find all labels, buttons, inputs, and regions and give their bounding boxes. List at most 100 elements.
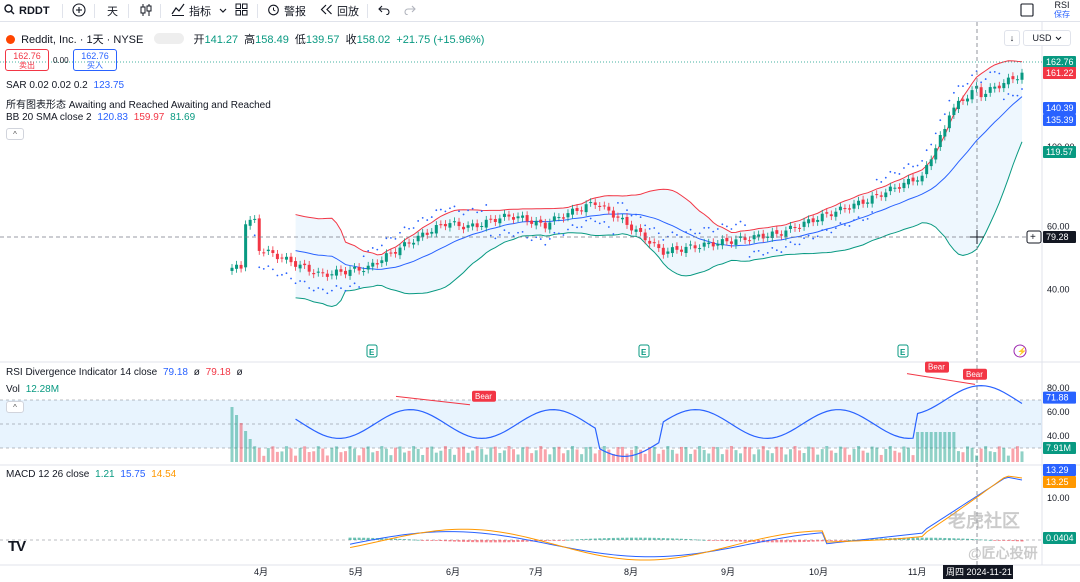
redo-button[interactable] — [404, 0, 416, 22]
candle-body — [956, 100, 960, 110]
candle-body — [580, 210, 584, 212]
eye-toggle[interactable] — [154, 33, 185, 44]
symbol-search[interactable]: RDDT — [4, 0, 50, 22]
macd-histogram-bar — [875, 538, 879, 540]
sar-dot — [467, 209, 469, 212]
candle-body — [316, 271, 320, 273]
candle-body — [761, 233, 765, 239]
macd-histogram-bar — [462, 540, 466, 542]
volume-bar — [684, 447, 688, 462]
rsi-name: RSI Divergence Indicator 14 close — [6, 367, 158, 378]
volume-bar — [466, 452, 470, 462]
price-badge — [1043, 231, 1076, 243]
sar-dot — [571, 224, 574, 226]
indicators-dropdown[interactable] — [219, 0, 227, 22]
sar-dot — [562, 234, 565, 236]
macd-histogram-bar — [966, 538, 970, 540]
sar-dot — [857, 216, 860, 219]
candle-body — [852, 203, 856, 209]
bb-legend[interactable]: BB 20 SMA close 2 120.83 159.97 81.69 — [6, 112, 195, 123]
vol-legend[interactable]: Vol 12.28M — [6, 384, 59, 395]
reddit-logo-icon — [6, 35, 15, 44]
macd-histogram-bar — [838, 540, 842, 541]
candle-body — [947, 115, 951, 129]
sar-dot — [412, 227, 415, 229]
volume-bar — [857, 446, 861, 462]
candle-body — [1002, 83, 1006, 89]
pattern-legend[interactable]: 所有图表形态 Awaiting and Reached Awaiting and… — [6, 96, 271, 111]
candle-body — [430, 231, 434, 234]
sar-dot — [435, 209, 438, 212]
rsi-legend[interactable]: RSI Divergence Indicator 14 close 79.18 … — [6, 367, 243, 378]
macd-histogram-bar — [571, 539, 575, 541]
sar-dot — [862, 219, 864, 222]
volume-bar — [748, 447, 752, 462]
earnings-marker-label: E — [900, 348, 906, 357]
macd-histogram-bar — [993, 540, 997, 541]
save-label: 保存 — [1054, 10, 1070, 19]
sar-dot — [267, 265, 270, 267]
fullscreen-button[interactable] — [1020, 0, 1034, 22]
sar-dot — [1016, 94, 1019, 97]
interval-button[interactable]: 天 — [107, 6, 118, 18]
macd-badge — [1043, 476, 1076, 488]
volume-bar — [371, 452, 375, 462]
volume-bar — [480, 449, 484, 462]
candle-body — [961, 99, 965, 101]
macd-legend[interactable]: MACD 12 26 close 1.21 15.75 14.54 — [6, 469, 176, 480]
volume-bar — [743, 446, 747, 462]
candle-body — [480, 225, 484, 227]
macd-histogram-bar — [407, 539, 411, 541]
candle-body — [929, 159, 933, 167]
macd-histogram-bar — [384, 538, 388, 540]
layout-button[interactable] — [235, 0, 248, 22]
indicators-button[interactable]: 指标 — [171, 0, 211, 22]
volume-bar — [975, 455, 979, 462]
sar-dot — [898, 173, 901, 175]
currency-select[interactable]: USD — [1023, 30, 1071, 46]
volume-bar — [711, 446, 715, 462]
buy-button[interactable]: 162.76 买入 — [73, 49, 117, 71]
rsi-badge — [1043, 442, 1076, 454]
candle-body — [357, 266, 361, 271]
volume-bar — [312, 451, 316, 462]
volume-bar — [961, 452, 965, 462]
macd-histogram-bar — [620, 537, 624, 540]
sar-dot — [934, 132, 937, 135]
macd-histogram-bar — [811, 540, 815, 542]
price-scale-menu-button[interactable]: ↓ — [1004, 30, 1020, 46]
volume-bar — [602, 446, 606, 462]
replay-button[interactable]: 回放 — [320, 0, 359, 22]
chart-type-button[interactable] — [139, 0, 153, 22]
undo-button[interactable] — [378, 0, 390, 22]
macd-histogram-bar — [498, 540, 502, 543]
volume-bar — [398, 446, 402, 462]
price-badge — [1043, 56, 1076, 68]
volume-bar — [920, 432, 924, 462]
macd-histogram-bar — [443, 540, 447, 542]
sar-dot — [971, 74, 973, 77]
macd-histogram-bar — [820, 540, 824, 542]
candle-body — [979, 87, 983, 98]
alert-button[interactable]: 警报 — [267, 0, 306, 22]
sar-dot — [662, 239, 665, 241]
compare-button[interactable] — [72, 0, 86, 22]
layout-save-button[interactable]: RSI 保存 — [1054, 0, 1070, 20]
low-value: 139.57 — [305, 34, 340, 46]
macd-histogram-bar — [711, 540, 715, 541]
time-axis-label: 11月 — [908, 567, 926, 577]
collapse-legend-button[interactable]: ^ — [6, 128, 24, 140]
sar-legend[interactable]: SAR 0.02 0.02 0.2 123.75 — [6, 80, 124, 91]
collapse-vol-button[interactable]: ^ — [6, 401, 24, 413]
sell-button[interactable]: 162.76 卖出 — [5, 49, 49, 71]
candle-body — [602, 205, 606, 207]
volume-bar — [970, 447, 974, 462]
volume-bar — [412, 446, 416, 462]
tradingview-logo[interactable]: TV — [8, 538, 26, 555]
volume-bar — [879, 454, 883, 462]
candle-body — [539, 219, 543, 223]
macd-histogram-bar — [1020, 540, 1024, 542]
volume-bar — [698, 446, 702, 462]
spread-value: 0.00 — [53, 56, 69, 65]
